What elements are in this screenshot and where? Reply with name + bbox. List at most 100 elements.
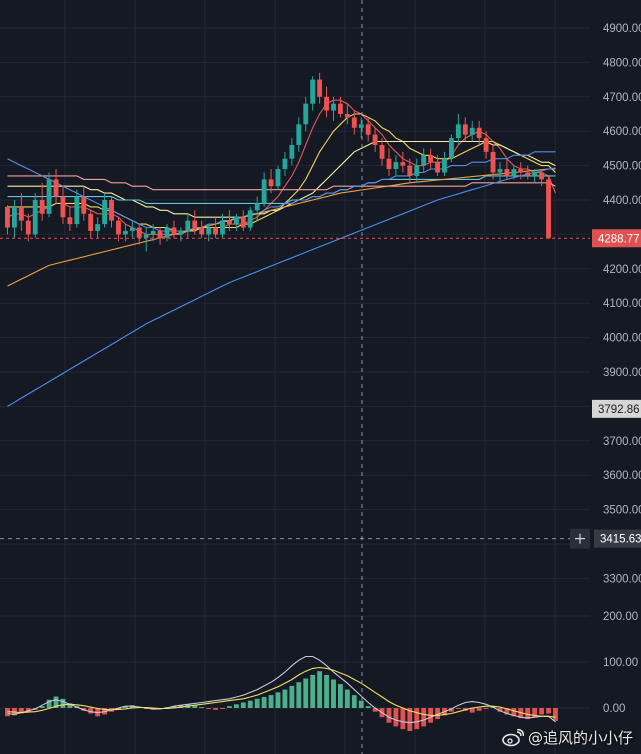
- candle: [448, 138, 454, 159]
- candle: [351, 117, 357, 128]
- candle: [303, 103, 309, 125]
- price-axis[interactable]: 4900.00 4800.00 4700.00 4600.00 4500.00 4400.…: [603, 23, 641, 715]
- candle: [476, 127, 482, 139]
- candle: [129, 227, 135, 231]
- candle: [532, 172, 538, 176]
- candle: [88, 213, 94, 231]
- candle: [247, 210, 253, 228]
- macd-bar: [247, 700, 253, 708]
- macd-bar: [469, 708, 475, 713]
- macd-bar: [192, 705, 198, 708]
- candle: [46, 179, 52, 214]
- macd-bar: [60, 698, 66, 708]
- candle: [261, 179, 267, 204]
- candle: [289, 144, 295, 159]
- macd-bar: [539, 708, 545, 715]
- candle: [338, 103, 343, 114]
- macd-bar: [448, 708, 454, 712]
- price-tick-label: 3500.00: [603, 505, 641, 517]
- candle: [511, 169, 517, 176]
- macd-bar: [233, 704, 239, 708]
- price-tick-label: 3600.00: [603, 470, 641, 482]
- candle: [455, 124, 461, 139]
- price-tick-label: 4700.00: [603, 92, 641, 104]
- candle: [407, 165, 413, 176]
- macd-bar: [88, 708, 94, 714]
- candle: [220, 220, 225, 235]
- macd-bar: [171, 706, 177, 708]
- candle: [53, 179, 59, 197]
- macd-bar: [421, 708, 427, 727]
- candle: [469, 127, 475, 135]
- weibo-icon: [502, 728, 524, 746]
- candle: [275, 169, 281, 187]
- ma-line: [7, 151, 556, 232]
- ma-line: [7, 167, 556, 407]
- candle: [192, 220, 198, 228]
- ma-line: [7, 175, 556, 191]
- macd-bar: [296, 682, 302, 708]
- macd-bar: [25, 708, 31, 712]
- candle: [39, 200, 45, 214]
- macd-bar: [310, 674, 316, 708]
- macd-bar: [122, 706, 128, 708]
- candle: [428, 155, 434, 163]
- candle: [400, 162, 406, 166]
- candle: [150, 230, 156, 235]
- macd-bar: [414, 708, 420, 730]
- macd-bar: [18, 708, 24, 714]
- candle: [462, 124, 468, 135]
- candle: [67, 217, 73, 225]
- candlesticks: [5, 72, 551, 252]
- macd-bar: [268, 695, 274, 708]
- price-tick-label: 4900.00: [603, 23, 641, 35]
- candle: [206, 227, 212, 235]
- candle: [504, 169, 510, 176]
- macd-bar: [39, 706, 45, 708]
- price-tick-label: 4800.00: [603, 57, 641, 69]
- candle: [282, 158, 288, 170]
- indicator-tick-label: 200.00: [603, 611, 638, 623]
- candle: [317, 79, 323, 97]
- candle: [18, 206, 24, 221]
- macd-bar: [303, 678, 309, 708]
- candle: [227, 220, 232, 225]
- macd-bar: [511, 708, 517, 717]
- ma-line: [7, 168, 556, 287]
- candle: [157, 230, 163, 238]
- macd-bar: [324, 674, 329, 708]
- price-tick-label: 4600.00: [603, 126, 641, 138]
- macd-bar: [213, 708, 218, 710]
- macd-bar: [351, 695, 357, 708]
- price-tag-label: 4288.77: [598, 233, 640, 245]
- price-tick-label: 4000.00: [603, 333, 641, 345]
- candle: [310, 79, 316, 104]
- candle: [372, 134, 378, 145]
- macd-bar: [386, 708, 392, 723]
- macd-bar: [365, 706, 371, 708]
- candle: [25, 220, 31, 235]
- price-tags: 4288.77 3792.86 3415.63: [0, 229, 641, 549]
- candle: [171, 227, 177, 235]
- price-tick-label: 4100.00: [603, 298, 641, 310]
- candle: [393, 162, 399, 170]
- price-tick-label: 4200.00: [603, 264, 641, 276]
- macd-bar: [546, 708, 551, 714]
- candle: [435, 162, 440, 173]
- indicator-tick-label: 100.00: [603, 657, 638, 669]
- macd-bar: [275, 692, 281, 708]
- price-tag-label: 3415.63: [600, 534, 641, 546]
- candle: [185, 220, 191, 231]
- macd-bar: [553, 708, 558, 721]
- candle: [414, 165, 420, 176]
- price-tag-box: [592, 399, 641, 418]
- macd-bar: [240, 702, 246, 708]
- candle: [546, 179, 551, 239]
- candle: [122, 230, 128, 235]
- candle: [5, 206, 10, 228]
- macd-bar: [435, 708, 440, 720]
- candle: [386, 158, 392, 170]
- price-tag-label: 3792.86: [598, 404, 640, 416]
- macd-bar: [504, 708, 510, 715]
